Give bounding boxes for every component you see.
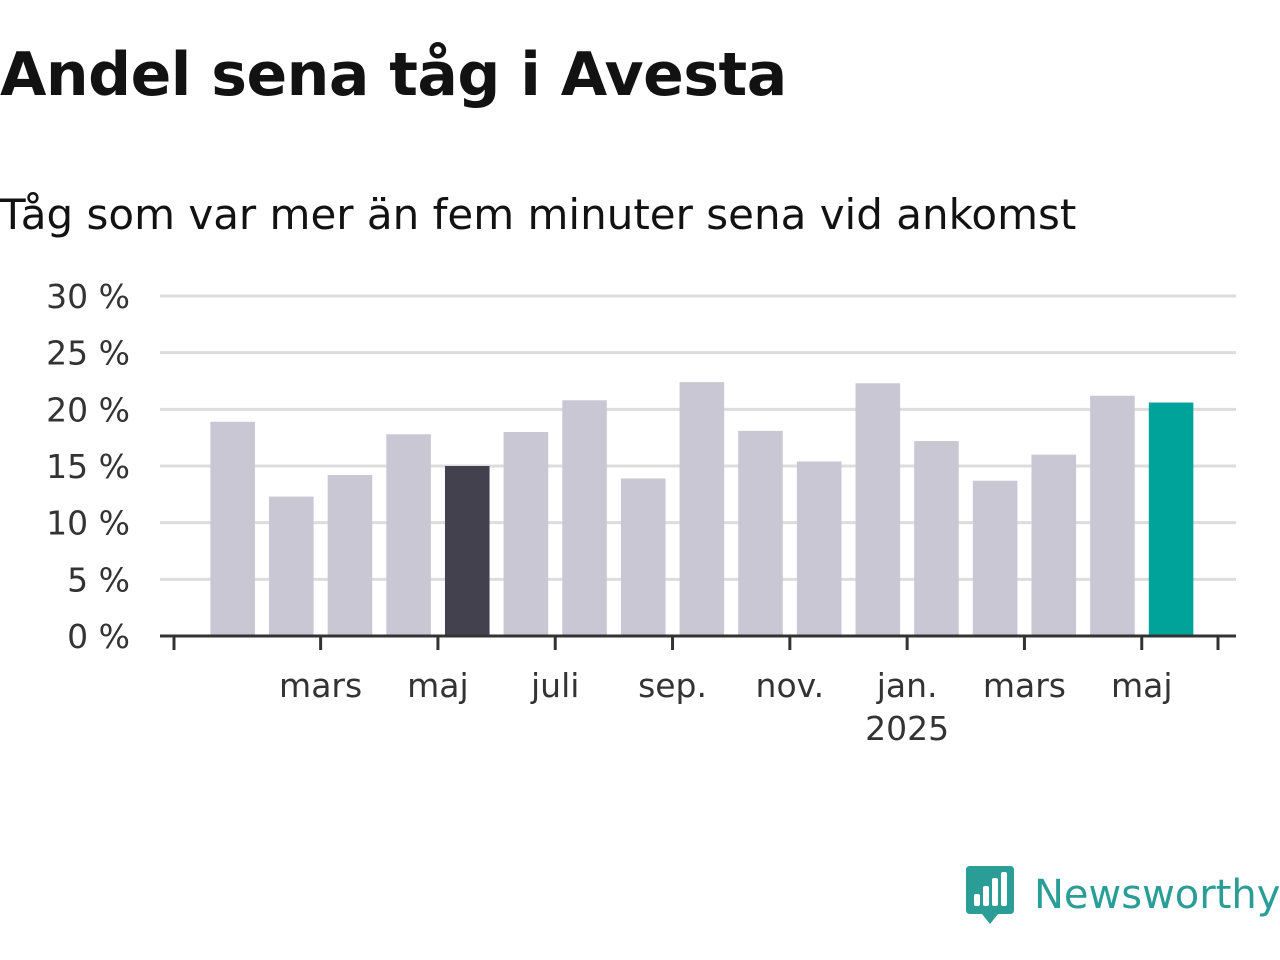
bar — [1148, 402, 1194, 636]
bar — [386, 434, 431, 636]
x-tick-label: maj — [407, 666, 469, 705]
x-tick-label: mars — [983, 666, 1066, 705]
bar — [1031, 454, 1077, 636]
y-tick-label: 15 % — [46, 447, 130, 486]
bar — [327, 475, 373, 636]
bar — [738, 430, 783, 636]
bar — [444, 466, 490, 636]
y-tick-label: 20 % — [46, 390, 130, 429]
bar — [679, 382, 725, 636]
bars — [210, 382, 1194, 636]
brand-name: Newsworthy — [1034, 872, 1280, 918]
x-tick-label: mars — [279, 666, 362, 705]
y-tick-label: 0 % — [67, 617, 130, 656]
y-axis-labels: 0 % 5 % 10 % 15 % 20 % 25 % 30 % — [46, 277, 130, 656]
y-tick-label: 30 % — [46, 277, 130, 316]
x-tick-label: nov. — [756, 666, 825, 705]
bar — [914, 441, 959, 636]
y-tick-label: 25 % — [46, 334, 130, 373]
x-tick-year-label: 2025 — [865, 709, 949, 748]
bar — [972, 480, 1018, 636]
x-axis-labels: mars maj juli sep. nov. jan. 2025 mars maj — [279, 666, 1172, 748]
chart-subtitle: Tåg som var mer än fem minuter sena vid … — [0, 190, 1077, 239]
bar — [503, 432, 549, 636]
x-tick-label: jan. — [876, 666, 938, 705]
bar — [269, 496, 314, 636]
x-tick-label: sep. — [638, 666, 707, 705]
x-axis — [160, 634, 1236, 650]
bar — [796, 461, 842, 636]
y-tick-label: 5 % — [67, 560, 130, 599]
x-tick-label: juli — [530, 666, 579, 705]
bar — [210, 421, 255, 636]
bar — [1090, 395, 1135, 636]
x-tick-label: maj — [1111, 666, 1173, 705]
chart-title: Andel sena tåg i Avesta — [0, 40, 787, 110]
bar — [855, 383, 901, 636]
bar — [620, 478, 666, 636]
y-tick-label: 10 % — [46, 504, 130, 543]
bar — [562, 400, 607, 636]
newsworthy-logo-icon — [966, 866, 1014, 924]
brand-logo: Newsworthy — [964, 864, 1280, 926]
